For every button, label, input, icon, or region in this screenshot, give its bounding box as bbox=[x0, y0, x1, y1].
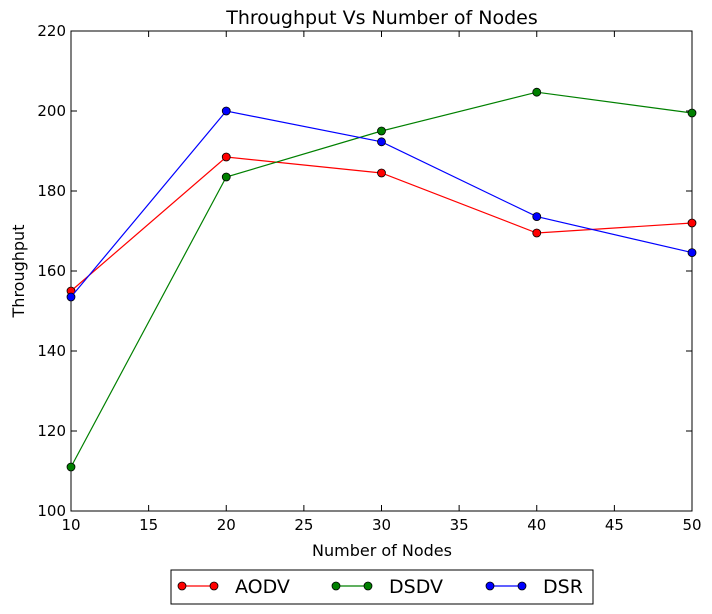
x-axis: 10 15 20 25 30 35 40 45 50 bbox=[61, 31, 702, 534]
chart-title: Throughput Vs Number of Nodes bbox=[225, 7, 538, 29]
plot-frame bbox=[70, 30, 693, 512]
y-tick-label: 100 bbox=[37, 502, 66, 520]
legend-marker-aodv bbox=[209, 581, 219, 591]
y-tick-label: 200 bbox=[37, 102, 66, 120]
x-tick-label: 50 bbox=[682, 516, 701, 534]
legend: AODV DSDV DSR bbox=[170, 569, 594, 605]
x-axis-title: Number of Nodes bbox=[312, 541, 452, 560]
x-tick-label: 35 bbox=[450, 516, 469, 534]
x-tick-label: 40 bbox=[527, 516, 546, 534]
x-tick-label: 20 bbox=[217, 516, 236, 534]
y-tick-label: 140 bbox=[37, 342, 66, 360]
y-tick-label: 120 bbox=[37, 422, 66, 440]
data-point-dsr bbox=[687, 248, 697, 258]
data-point-dsr bbox=[377, 137, 386, 147]
x-tick-label: 25 bbox=[294, 516, 313, 534]
y-axis-title: Throughput bbox=[9, 225, 28, 319]
legend-label-dsr: DSR bbox=[543, 576, 583, 598]
legend-marker-dsr bbox=[485, 581, 495, 591]
legend-label-aodv: AODV bbox=[235, 576, 290, 598]
data-point-dsr bbox=[221, 106, 231, 116]
data-point-dsdv bbox=[532, 87, 542, 97]
series-line-dsdv bbox=[70, 91, 693, 468]
data-point-dsdv bbox=[221, 172, 231, 182]
legend-label-dsdv: DSDV bbox=[389, 576, 443, 598]
legend-marker-dsdv bbox=[363, 581, 373, 591]
series-layer bbox=[66, 87, 697, 472]
data-point-dsr bbox=[66, 292, 76, 302]
data-point-aodv bbox=[687, 218, 697, 228]
x-tick-label: 15 bbox=[139, 516, 158, 534]
data-point-aodv bbox=[377, 168, 386, 178]
data-point-aodv bbox=[221, 152, 231, 162]
y-tick-label: 180 bbox=[37, 182, 66, 200]
plot-area bbox=[70, 30, 693, 512]
legend-marker-dsdv bbox=[331, 581, 341, 591]
x-tick-label: 30 bbox=[372, 516, 391, 534]
y-axis: 100 120 140 160 180 200 220 bbox=[37, 22, 692, 520]
x-tick-label: 10 bbox=[61, 516, 80, 534]
y-tick-label: 160 bbox=[37, 262, 66, 280]
legend-marker-aodv bbox=[177, 581, 187, 591]
data-point-dsdv bbox=[687, 108, 697, 118]
x-tick-label: 45 bbox=[605, 516, 624, 534]
data-point-aodv bbox=[532, 228, 542, 238]
data-point-dsdv bbox=[66, 462, 76, 472]
legend-marker-dsr bbox=[517, 581, 527, 591]
data-point-dsr bbox=[532, 212, 542, 222]
y-tick-label: 220 bbox=[37, 22, 66, 40]
data-point-dsdv bbox=[377, 126, 386, 136]
